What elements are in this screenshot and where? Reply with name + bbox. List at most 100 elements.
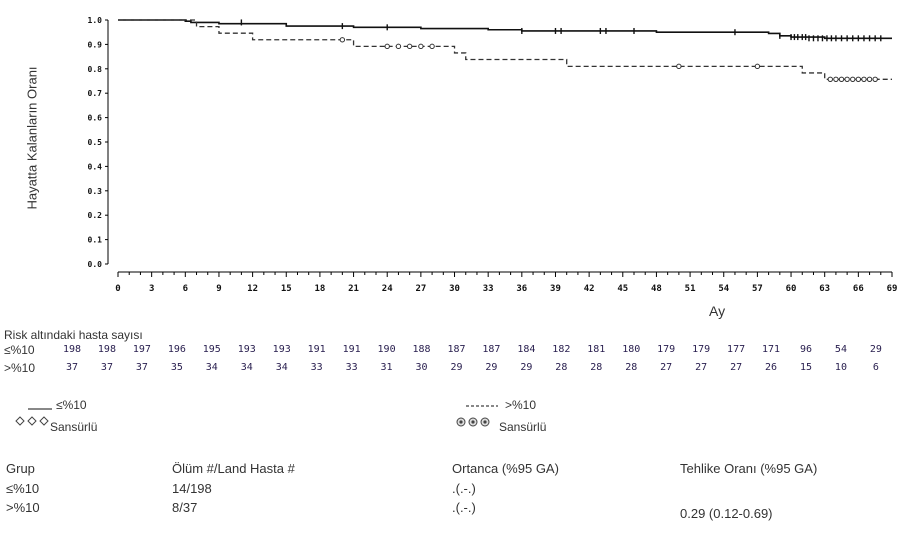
curve-high [118, 19, 892, 80]
risk-value: 27 [695, 362, 707, 373]
risk-row-label-low: ≤%10 [4, 343, 35, 357]
risk-value: 37 [101, 362, 113, 373]
risk-value: 34 [241, 362, 253, 373]
x-axis-title: Ay [709, 303, 726, 319]
risk-value: 29 [520, 362, 532, 373]
legend-line-label-high: >%10 [505, 398, 537, 412]
x-axis: 0 3 6 9 12 15 18 21 24 27 30 33 36 39 42 45 48 51 54 57 60 63… [115, 271, 898, 294]
circle-icon-dot [471, 420, 475, 424]
y-tick-label: 0.5 [88, 138, 103, 147]
risk-value: 182 [552, 344, 570, 355]
x-tick-label: 42 [584, 284, 595, 294]
censor-mark-high [838, 76, 845, 82]
y-tick-label: 0.7 [88, 89, 103, 98]
x-tick-label: 9 [216, 284, 221, 294]
risk-value: 171 [762, 344, 780, 355]
x-tick-label: 27 [415, 284, 426, 294]
x-tick-label: 54 [718, 284, 729, 294]
x-tick-label: 12 [247, 284, 258, 294]
x-tick-label: 6 [183, 284, 188, 294]
censor-mark-high [833, 76, 839, 82]
risk-value: 29 [450, 362, 462, 373]
y-tick-label: 0.1 [88, 236, 103, 245]
x-tick-label: 15 [281, 284, 292, 294]
risk-value: 191 [343, 344, 361, 355]
risk-value: 181 [587, 344, 605, 355]
x-tick-label: 3 [149, 284, 154, 294]
summary-row2-median: .(.-.) [452, 500, 476, 515]
x-tick-label: 48 [651, 284, 662, 294]
risk-value: 33 [346, 362, 358, 373]
risk-value: 28 [555, 362, 567, 373]
summary-row1-median: .(.-.) [452, 481, 476, 496]
risk-value: 187 [447, 344, 465, 355]
risk-value: 188 [412, 344, 430, 355]
circle-icon-dot [483, 420, 487, 424]
censor-mark-high [676, 63, 682, 70]
risk-value: 191 [308, 344, 326, 355]
y-tick-label: 0.2 [88, 211, 103, 220]
risk-value: 28 [625, 362, 637, 373]
curve-low [118, 19, 892, 40]
y-tick-label: 0.8 [88, 65, 103, 74]
y-tick-label: 1.0 [88, 16, 103, 25]
diamond-icon [15, 416, 25, 426]
legend-symbols [15, 405, 498, 427]
summary-row1-group: ≤%10 [6, 481, 40, 496]
risk-value: 179 [692, 344, 710, 355]
risk-value: 187 [482, 344, 500, 355]
risk-value: 31 [381, 362, 393, 373]
summary-header-hazard: Tehlike Oranı (%95 GA) [680, 461, 818, 476]
survival-curves [118, 19, 892, 82]
x-tick-label: 36 [516, 284, 527, 294]
risk-value: 37 [66, 362, 78, 373]
risk-table-title: Risk altındaki hasta sayısı [4, 328, 143, 342]
diamond-icon [39, 416, 49, 426]
risk-value: 193 [273, 344, 291, 355]
y-tick-label: 0.9 [88, 40, 103, 49]
risk-value: 96 [800, 344, 812, 355]
summary-header-group: Grup [6, 461, 35, 476]
x-tick-label: 39 [550, 284, 561, 294]
summary-header-deaths: Ölüm #/Land Hasta # [172, 461, 295, 476]
risk-value: 10 [835, 362, 847, 373]
legend-censor-label-low: Sansürlü [50, 420, 98, 434]
censor-mark-high [429, 43, 435, 50]
x-tick-label: 63 [819, 284, 830, 294]
x-tick-label: 24 [382, 284, 393, 294]
risk-value: 27 [730, 362, 742, 373]
y-tick-label: 0.4 [88, 162, 103, 171]
x-tick-label: 33 [483, 284, 494, 294]
risk-value: 54 [835, 344, 847, 355]
risk-value: 35 [171, 362, 183, 373]
censor-mark-high [418, 43, 424, 50]
x-tick-label: 51 [685, 284, 696, 294]
risk-value: 15 [800, 362, 812, 373]
censor-mark-high [827, 76, 834, 82]
risk-value: 28 [590, 362, 602, 373]
summary-row1-deaths: 14/198 [172, 481, 212, 496]
risk-value: 26 [765, 362, 777, 373]
censor-mark-high [872, 76, 878, 82]
censor-mark-high [844, 76, 850, 82]
censor-mark-high [866, 76, 873, 82]
censor-mark-high [384, 43, 390, 50]
x-tick-label: 45 [617, 284, 628, 294]
legend-line-label-low: ≤%10 [56, 398, 87, 412]
summary-header-median: Ortanca (%95 GA) [452, 461, 559, 476]
y-tick-label: 0.0 [88, 260, 103, 269]
risk-value: 34 [276, 362, 288, 373]
censor-mark-high [861, 76, 867, 82]
risk-value: 34 [206, 362, 218, 373]
x-tick-label: 18 [314, 284, 325, 294]
risk-value: 30 [415, 362, 427, 373]
legend-censor-label-high: Sansürlü [499, 420, 547, 434]
censor-mark-high [855, 76, 862, 82]
risk-value: 198 [98, 344, 116, 355]
summary-row2-group: >%10 [6, 500, 40, 515]
risk-value: 193 [238, 344, 256, 355]
censor-mark-high [754, 63, 761, 70]
x-tick-label: 69 [887, 284, 898, 294]
x-tick-label: 30 [449, 284, 460, 294]
y-tick-label: 0.6 [88, 114, 103, 123]
